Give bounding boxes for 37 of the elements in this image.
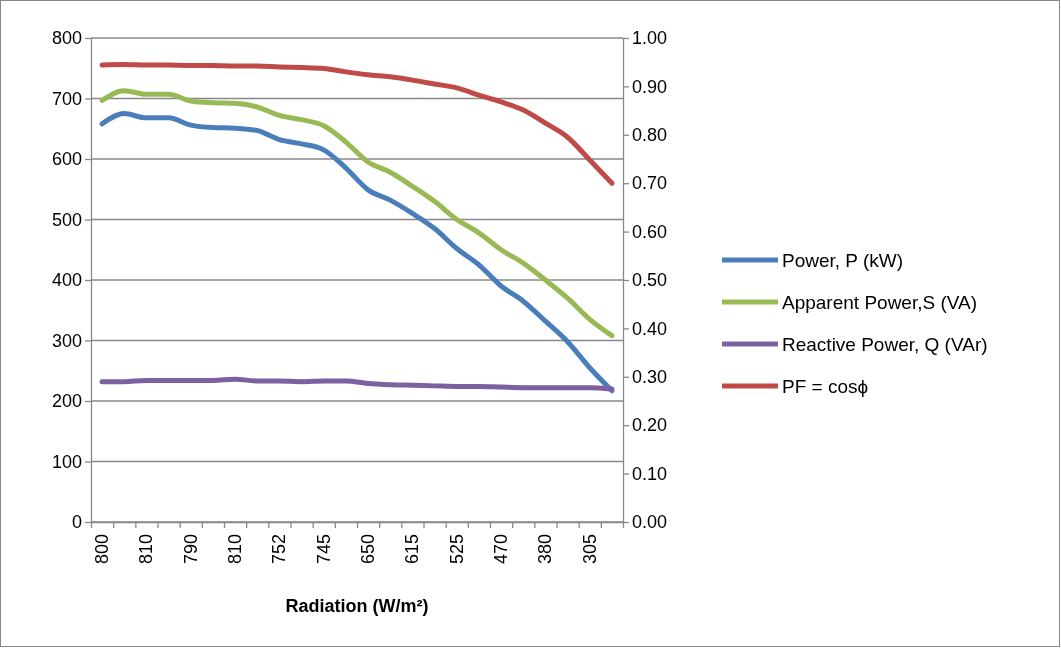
y2-tick-label: 0.80 — [632, 125, 668, 146]
x-tick-label: 790 — [180, 534, 201, 565]
legend-label: PF = cosϕ — [782, 376, 869, 397]
y2-tick-label: 0.10 — [632, 463, 668, 484]
y-tick-label: 600 — [51, 149, 82, 170]
y-tick-label: 300 — [51, 330, 82, 351]
y2-tick-label: 0.60 — [632, 221, 668, 242]
x-tick-label: 810 — [136, 534, 157, 565]
y-tick-label: 700 — [51, 88, 82, 109]
x-tick-label: 745 — [313, 534, 334, 565]
y2-tick-label: 0.70 — [632, 173, 668, 194]
y2-tick-label: 0.50 — [632, 270, 668, 291]
legend-label: Apparent Power,S (VA) — [782, 292, 978, 313]
y-tick-label: 200 — [51, 391, 82, 412]
y2-tick-label: 0.90 — [632, 76, 668, 97]
x-axis-title: Radiation (W/m²) — [285, 596, 429, 616]
y-tick-label: 100 — [51, 451, 82, 472]
y-tick-label: 400 — [51, 270, 82, 291]
x-tick-label: 305 — [579, 534, 600, 565]
y2-tick-label: 0.00 — [632, 512, 668, 533]
y2-tick-label: 1.00 — [632, 28, 668, 49]
x-tick-label: 525 — [446, 534, 467, 565]
y2-tick-label: 0.40 — [632, 318, 668, 339]
x-tick-label: 800 — [92, 534, 113, 565]
x-tick-label: 752 — [269, 534, 290, 565]
legend-label: Reactive Power, Q (VAr) — [782, 334, 988, 355]
x-tick-label: 650 — [358, 534, 379, 565]
legend-label: Power, P (kW) — [782, 250, 904, 271]
x-tick-label: 380 — [535, 534, 556, 565]
x-tick-label: 470 — [491, 534, 512, 565]
y2-tick-label: 0.30 — [632, 367, 668, 388]
y2-tick-label: 0.20 — [632, 415, 668, 436]
x-tick-label: 810 — [225, 534, 246, 565]
x-tick-label: 615 — [402, 534, 423, 565]
y-tick-label: 0 — [71, 512, 82, 533]
y-tick-label: 800 — [51, 28, 82, 49]
y-tick-label: 500 — [51, 209, 82, 230]
